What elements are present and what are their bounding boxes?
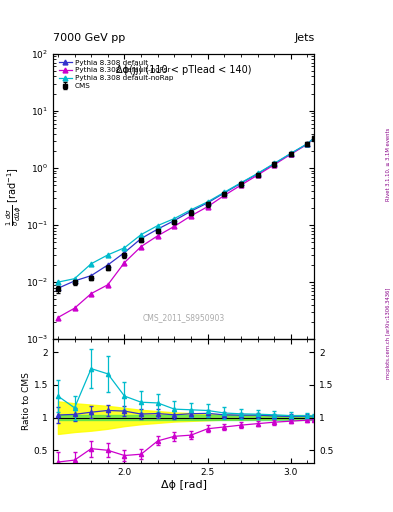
Pythia 8.308 default-noRap bbox=[139, 231, 143, 238]
Pythia 8.308 default bbox=[272, 161, 277, 167]
Pythia 8.308 default bbox=[222, 190, 227, 196]
Pythia 8.308 default-noRap bbox=[55, 279, 60, 285]
Pythia 8.308 default bbox=[255, 170, 260, 177]
Pythia 8.308 default bbox=[55, 285, 60, 291]
Pythia 8.308 default-noFsr bbox=[55, 314, 60, 321]
Pythia 8.308 default-noRap bbox=[272, 160, 277, 166]
Pythia 8.308 default-noFsr bbox=[239, 182, 243, 188]
Pythia 8.308 default-noFsr bbox=[172, 223, 177, 229]
Pythia 8.308 default-noFsr bbox=[189, 213, 193, 219]
Pythia 8.308 default bbox=[205, 200, 210, 206]
Text: CMS_2011_S8950903: CMS_2011_S8950903 bbox=[143, 313, 225, 322]
Pythia 8.308 default-noRap bbox=[305, 140, 310, 146]
Pythia 8.308 default-noFsr bbox=[155, 232, 160, 239]
Pythia 8.308 default-noFsr bbox=[312, 135, 316, 141]
Y-axis label: Ratio to CMS: Ratio to CMS bbox=[22, 372, 31, 430]
Pythia 8.308 default bbox=[139, 236, 143, 242]
Pythia 8.308 default-noRap bbox=[288, 151, 293, 157]
Line: Pythia 8.308 default-noFsr: Pythia 8.308 default-noFsr bbox=[55, 136, 317, 320]
Pythia 8.308 default-noFsr bbox=[255, 172, 260, 178]
Pythia 8.308 default-noRap bbox=[312, 135, 316, 141]
Pythia 8.308 default bbox=[189, 208, 193, 214]
Pythia 8.308 default-noRap bbox=[189, 207, 193, 213]
Pythia 8.308 default-noFsr bbox=[122, 260, 127, 266]
Pythia 8.308 default-noRap bbox=[205, 199, 210, 205]
Pythia 8.308 default-noFsr bbox=[305, 141, 310, 147]
Pythia 8.308 default bbox=[155, 226, 160, 232]
Line: Pythia 8.308 default-noRap: Pythia 8.308 default-noRap bbox=[55, 135, 317, 285]
Y-axis label: $\frac{1}{\sigma}\frac{d\sigma}{d\Delta\phi}$ [rad$^{-1}$]: $\frac{1}{\sigma}\frac{d\sigma}{d\Delta\… bbox=[4, 167, 23, 226]
Pythia 8.308 default-noFsr bbox=[222, 193, 227, 199]
Pythia 8.308 default bbox=[312, 135, 316, 141]
Pythia 8.308 default-noRap bbox=[89, 261, 94, 267]
Pythia 8.308 default-noFsr bbox=[205, 204, 210, 210]
Pythia 8.308 default-noFsr bbox=[272, 162, 277, 168]
Pythia 8.308 default bbox=[72, 278, 77, 284]
Text: 7000 GeV pp: 7000 GeV pp bbox=[53, 33, 125, 42]
Pythia 8.308 default-noFsr bbox=[139, 244, 143, 250]
Pythia 8.308 default-noRap bbox=[239, 180, 243, 186]
Text: Jets: Jets bbox=[294, 33, 314, 42]
Pythia 8.308 default-noRap bbox=[172, 216, 177, 222]
Text: Rivet 3.1.10, ≥ 3.1M events: Rivet 3.1.10, ≥ 3.1M events bbox=[386, 127, 391, 201]
Pythia 8.308 default bbox=[122, 249, 127, 255]
Pythia 8.308 default-noRap bbox=[122, 245, 127, 251]
Pythia 8.308 default-noFsr bbox=[288, 151, 293, 157]
Pythia 8.308 default-noRap bbox=[72, 275, 77, 282]
Text: Δϕ(jj) (110 < pTlead < 140): Δϕ(jj) (110 < pTlead < 140) bbox=[116, 65, 252, 75]
Pythia 8.308 default-noFsr bbox=[72, 305, 77, 311]
Pythia 8.308 default bbox=[305, 141, 310, 147]
Pythia 8.308 default-noRap bbox=[155, 223, 160, 229]
Pythia 8.308 default bbox=[288, 151, 293, 157]
Text: mcplots.cern.ch [arXiv:1306.3436]: mcplots.cern.ch [arXiv:1306.3436] bbox=[386, 287, 391, 378]
Pythia 8.308 default bbox=[105, 262, 110, 268]
Legend: Pythia 8.308 default, Pythia 8.308 default-noFsr, Pythia 8.308 default-noRap, CM: Pythia 8.308 default, Pythia 8.308 defau… bbox=[57, 57, 175, 91]
Pythia 8.308 default-noRap bbox=[255, 170, 260, 177]
Pythia 8.308 default-noFsr bbox=[105, 282, 110, 288]
Line: Pythia 8.308 default: Pythia 8.308 default bbox=[55, 136, 317, 291]
Pythia 8.308 default bbox=[172, 218, 177, 224]
X-axis label: Δϕ [rad]: Δϕ [rad] bbox=[161, 480, 207, 490]
Pythia 8.308 default bbox=[89, 272, 94, 279]
Pythia 8.308 default-noRap bbox=[222, 189, 227, 196]
Pythia 8.308 default-noRap bbox=[105, 252, 110, 258]
Pythia 8.308 default bbox=[239, 180, 243, 186]
Pythia 8.308 default-noFsr bbox=[89, 290, 94, 296]
